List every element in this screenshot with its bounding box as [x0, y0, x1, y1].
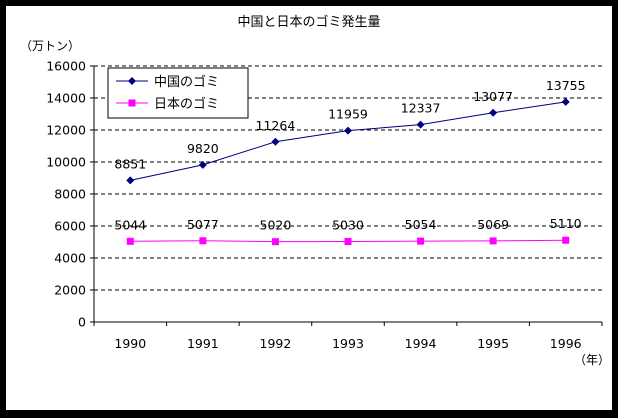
y-tick-label: 12000 [46, 123, 86, 138]
legend-marker [128, 77, 136, 85]
chart-title: 中国と日本のゴミ発生量 [237, 14, 380, 30]
series-layer [126, 97, 570, 246]
data-label: 5030 [332, 218, 364, 233]
axis-layer: 0 2000 4000 6000 8000 10000 12000 14000 16000 199… [46, 59, 603, 351]
y-tick-label: 6000 [54, 219, 86, 234]
legend-marker [128, 99, 136, 107]
data-point [417, 237, 425, 245]
data-point [126, 176, 135, 185]
data-label: 5069 [477, 217, 509, 232]
y-tick-label: 14000 [46, 91, 86, 106]
data-label: 5110 [550, 216, 582, 231]
data-label: 9820 [187, 141, 219, 156]
data-label: 13077 [473, 89, 513, 104]
y-tick-label: 10000 [46, 155, 86, 170]
data-label: 5020 [260, 218, 292, 233]
data-point [126, 237, 134, 245]
chart-panel [6, 6, 612, 410]
data-point [489, 237, 497, 245]
data-point [271, 137, 280, 146]
y-tick-label: 0 [78, 315, 86, 330]
x-tick-label: 1993 [332, 336, 364, 351]
y-tick-label: 8000 [54, 187, 86, 202]
data-label: 5077 [187, 217, 219, 232]
x-tick-label: 1991 [187, 336, 219, 351]
y-axis-label: （万トン） [20, 39, 80, 53]
x-tick-label: 1995 [477, 336, 509, 351]
data-point [271, 238, 279, 246]
data-point [562, 236, 570, 244]
data-label: 5044 [114, 217, 146, 232]
x-tick-label: 1992 [260, 336, 292, 351]
data-point [344, 238, 352, 246]
x-tick-label: 1996 [550, 336, 582, 351]
data-point [489, 108, 498, 117]
data-point [561, 97, 570, 106]
data-label: 13755 [546, 78, 586, 93]
data-label: 11264 [256, 118, 296, 133]
y-tick-label: 16000 [46, 59, 86, 74]
legend-label: 中国のゴミ [154, 74, 219, 90]
data-point [344, 126, 352, 135]
data-point [198, 160, 207, 169]
x-axis-label: （年） [574, 353, 610, 367]
x-tick-label: 1994 [405, 336, 437, 351]
data-label: 8851 [114, 156, 146, 171]
legend-label: 日本のゴミ [154, 96, 219, 112]
data-point [416, 120, 425, 129]
data-label: 11959 [328, 107, 368, 122]
data-label-layer: 8851 9820 11264 11959 12337 13077 13755 5044 507… [114, 78, 585, 233]
y-tick-label: 4000 [54, 251, 86, 266]
data-point [199, 237, 207, 245]
data-label: 12337 [401, 101, 441, 116]
legend-box [107, 67, 249, 119]
data-label: 5054 [405, 217, 437, 232]
y-tick-label: 2000 [54, 283, 86, 298]
x-tick-label: 1990 [114, 336, 146, 351]
